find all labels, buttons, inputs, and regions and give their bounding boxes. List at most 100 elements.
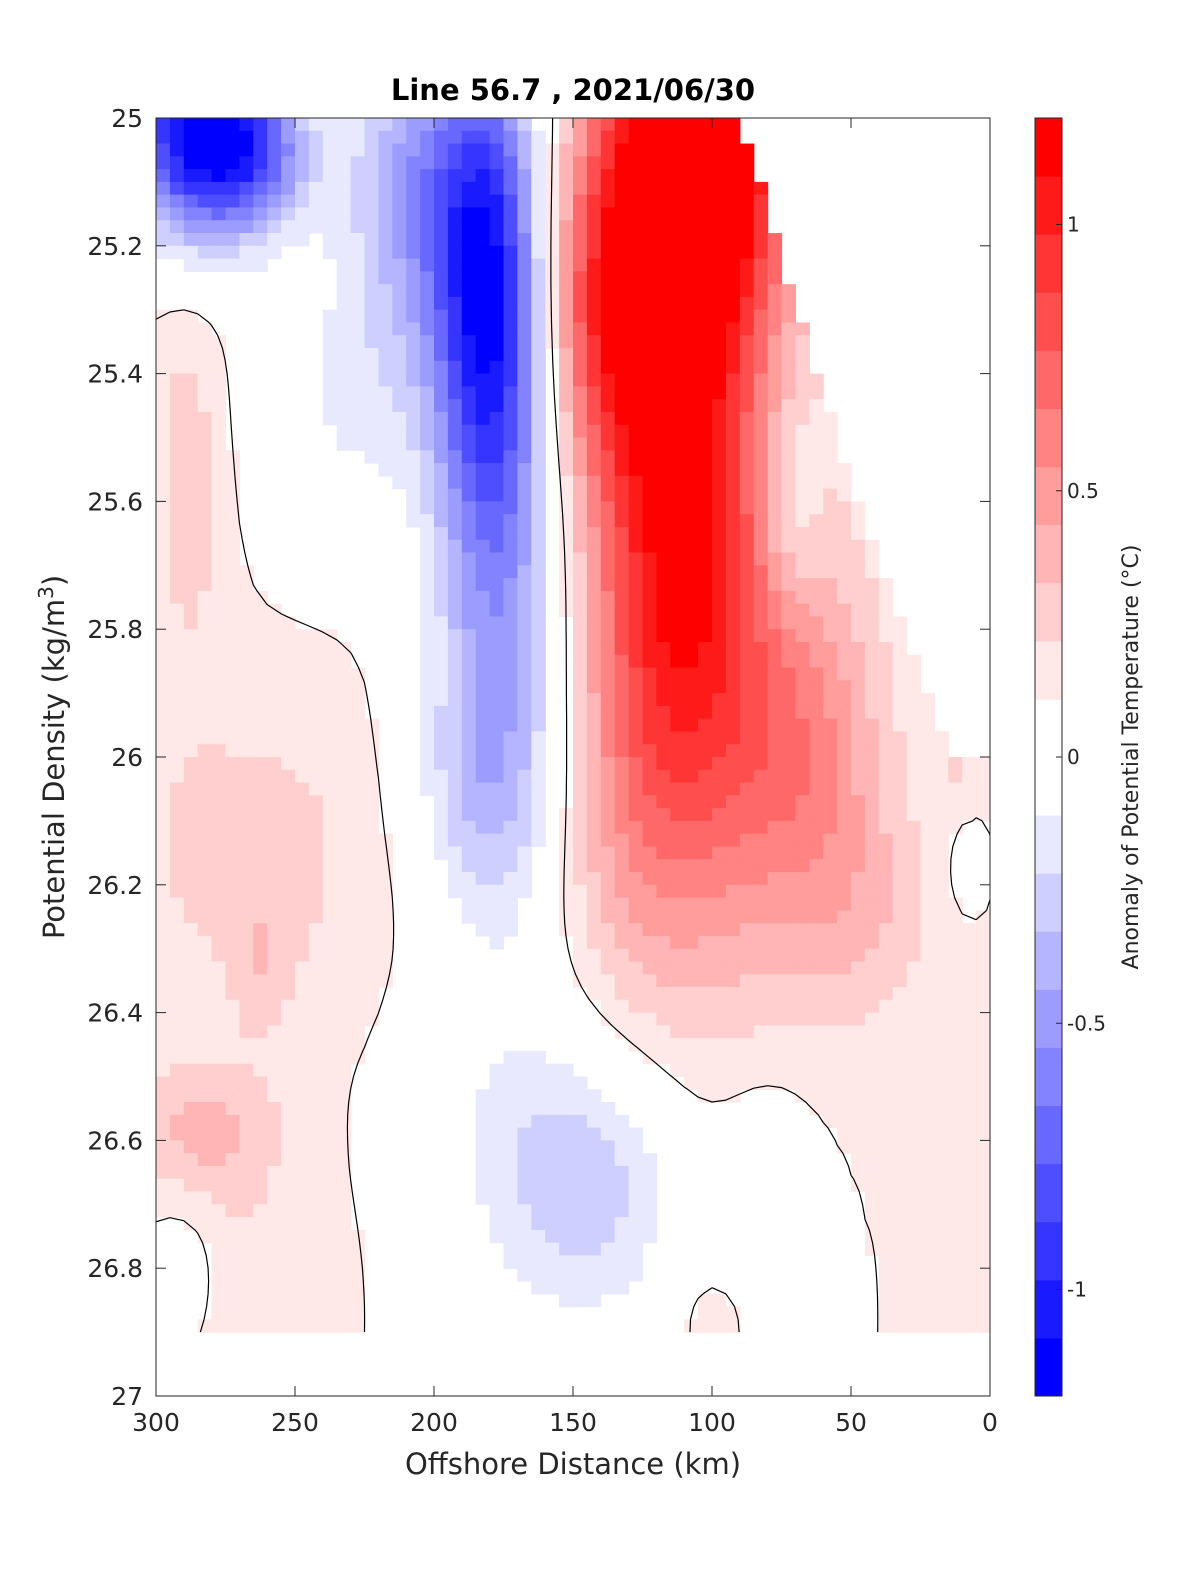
heatmap-cell: [225, 897, 240, 911]
heatmap-cell: [725, 1319, 741, 1333]
heatmap-cell: [475, 539, 491, 554]
heatmap-cell: [336, 769, 352, 784]
heatmap-cell: [851, 769, 866, 784]
heatmap-cell: [420, 641, 435, 656]
heatmap-cell: [573, 744, 588, 758]
heatmap-cell: [156, 169, 171, 183]
heatmap-cell: [183, 872, 199, 886]
heatmap-cell: [892, 1191, 908, 1205]
heatmap-cell: [725, 258, 741, 272]
heatmap-cell: [169, 820, 185, 835]
heatmap-cell: [725, 641, 741, 656]
heatmap-cell: [920, 987, 935, 1001]
heatmap-cell: [211, 616, 227, 630]
heatmap-cell: [281, 987, 296, 1001]
heatmap-cell: [406, 450, 421, 464]
heatmap-cell: [503, 872, 518, 886]
heatmap-cell: [642, 795, 657, 809]
heatmap-cell: [628, 1268, 644, 1282]
heatmap-cell: [211, 987, 227, 1001]
heatmap-cell: [503, 169, 518, 183]
heatmap-cell: [823, 693, 838, 707]
heatmap-cell: [906, 1153, 922, 1167]
heatmap-cell: [670, 386, 685, 400]
heatmap-cell: [934, 987, 949, 1001]
heatmap-cell: [475, 820, 491, 835]
heatmap-cell: [434, 565, 449, 579]
heatmap-cell: [197, 1319, 213, 1333]
heatmap-cell: [795, 718, 810, 733]
heatmap-cell: [837, 718, 852, 733]
heatmap-cell: [628, 974, 644, 988]
heatmap-cell: [183, 910, 199, 924]
heatmap-cell: [253, 948, 268, 963]
heatmap-cell: [434, 181, 449, 196]
heatmap-cell: [461, 348, 477, 362]
heatmap-cell: [420, 207, 435, 221]
heatmap-cell: [962, 1089, 977, 1103]
heatmap-cell: [600, 130, 616, 145]
heatmap-cell: [531, 565, 546, 579]
heatmap-cell: [559, 910, 574, 924]
heatmap-cell: [573, 463, 588, 477]
heatmap-cell: [461, 309, 477, 324]
heatmap-cell: [169, 1140, 185, 1154]
heatmap-cell: [837, 488, 852, 502]
heatmap-cell: [767, 859, 783, 873]
heatmap-cell: [197, 565, 213, 579]
heatmap-cell: [614, 437, 630, 451]
heatmap-cell: [267, 1025, 282, 1039]
heatmap-cell: [753, 948, 769, 963]
heatmap-cell: [573, 718, 588, 733]
heatmap-cell: [670, 565, 685, 579]
heatmap-cell: [267, 1089, 282, 1103]
heatmap-cell: [698, 999, 713, 1014]
heatmap-cell: [281, 693, 296, 707]
heatmap-cell: [336, 1050, 352, 1065]
heatmap-cell: [698, 488, 713, 502]
heatmap-cell: [559, 1178, 574, 1193]
heatmap-cell: [322, 974, 338, 988]
heatmap-cell: [267, 846, 282, 860]
heatmap-cell: [600, 680, 616, 694]
heatmap-cell: [475, 450, 491, 464]
heatmap-cell: [725, 616, 741, 630]
heatmap-cell: [614, 322, 630, 336]
heatmap-cell: [851, 1153, 866, 1167]
heatmap-cell: [197, 961, 213, 975]
heatmap-cell: [767, 1063, 783, 1078]
heatmap-cell: [156, 667, 171, 681]
heatmap-cell: [461, 207, 477, 221]
heatmap-cell: [322, 1114, 338, 1129]
heatmap-cell: [739, 1038, 755, 1052]
heatmap-cell: [322, 1217, 338, 1231]
heatmap-cell: [698, 808, 713, 822]
heatmap-cell: [503, 731, 518, 745]
heatmap-cell: [308, 705, 324, 720]
heatmap-cell: [753, 795, 769, 809]
heatmap-cell: [906, 884, 922, 899]
heatmap-cell: [739, 475, 755, 490]
heatmap-cell: [308, 1102, 324, 1116]
heatmap-cell: [920, 705, 935, 720]
heatmap-cell: [795, 782, 810, 796]
heatmap-cell: [308, 948, 324, 963]
heatmap-cell: [364, 884, 379, 899]
heatmap-cell: [503, 629, 518, 643]
heatmap-cell: [281, 1280, 296, 1295]
heatmap-cell: [559, 1165, 574, 1180]
heatmap-cell: [614, 130, 630, 145]
heatmap-cell: [809, 590, 824, 605]
heatmap-cell: [642, 654, 657, 669]
heatmap-cell: [350, 884, 366, 899]
heatmap-cell: [406, 411, 421, 426]
heatmap-cell: [684, 641, 699, 656]
heatmap-cell: [948, 1089, 963, 1103]
heatmap-cell: [684, 233, 699, 247]
y-axis-label: Potential Density (kg/m3): [34, 575, 71, 939]
heatmap-cell: [336, 322, 352, 336]
heatmap-cell: [823, 475, 838, 490]
heatmap-cell: [642, 974, 657, 988]
heatmap-cell: [586, 1242, 602, 1257]
heatmap-cell: [739, 603, 755, 618]
